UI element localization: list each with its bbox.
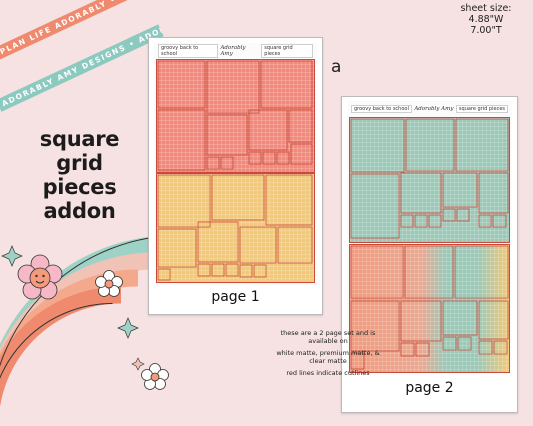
availability-note: these are a 2 page set and is available … (272, 329, 384, 380)
grid-cutlines (157, 174, 314, 282)
sheet-card-page-2: groovy back to school Adorably Amy squar… (341, 96, 518, 413)
smiley-flower-icon (17, 254, 63, 300)
grid-cutlines (350, 118, 509, 242)
grid-section-bottom (349, 244, 510, 373)
variant-letter: a (331, 57, 342, 77)
sparkle-icon (117, 317, 139, 339)
sheet-card-page-1: groovy back to school Adorably Amy squar… (148, 37, 323, 315)
sheet-size-width: 4.88"W (468, 14, 504, 25)
sticker-sheet-page-2: groovy back to school Adorably Amy squar… (347, 101, 512, 373)
sheet-header-logo: Adorably Amy (414, 105, 454, 112)
grid-cutlines (350, 245, 509, 372)
sheet-header-left: groovy back to school (158, 43, 219, 58)
note-line-3: red lines indicate cutlines (286, 368, 370, 377)
sheet-header-right: square grid pieces (455, 104, 508, 113)
sheet-size-label: sheet size: (460, 3, 512, 14)
page-label: page 2 (405, 380, 454, 396)
sheet-header-left: groovy back to school (351, 104, 412, 113)
title-line-1: square grid (39, 127, 120, 175)
grid-cutlines (157, 60, 314, 172)
rainbow-illustration (0, 235, 181, 408)
title-line-2: pieces (42, 175, 117, 199)
grid-section-bottom (156, 173, 315, 283)
white-flower-icon (95, 270, 123, 297)
product-title: square grid pieces addon (22, 127, 137, 223)
sheet-size-info: sheet size: 4.88"W 7.00"T (451, 3, 521, 36)
ribbon-plan-life: PLAN LIFE ADORABLY • PLAN LIFE ADORABLY … (0, 0, 158, 60)
sheet-header-logo: Adorably Amy (220, 44, 246, 57)
page-label: page 1 (211, 289, 260, 305)
note-line-1: these are a 2 page set and is available … (280, 329, 376, 346)
grid-section-top (156, 59, 315, 173)
sparkle-icon (1, 245, 23, 267)
sheet-header: groovy back to school Adorably Amy squar… (158, 43, 313, 58)
white-flower-icon (141, 363, 169, 390)
sticker-sheet-page-1: groovy back to school Adorably Amy squar… (154, 43, 317, 285)
sheet-size-height: 7.00"T (470, 25, 502, 36)
note-line-2: white matte, premium matte, & clear matt… (276, 348, 380, 366)
sheet-header-right: square grid pieces (261, 43, 313, 58)
grid-section-top (349, 117, 510, 243)
rainbow-arc-coral (0, 286, 122, 408)
sheet-header: groovy back to school Adorably Amy squar… (351, 103, 508, 114)
sparkle-icon (131, 357, 145, 371)
title-line-3: addon (43, 199, 116, 223)
